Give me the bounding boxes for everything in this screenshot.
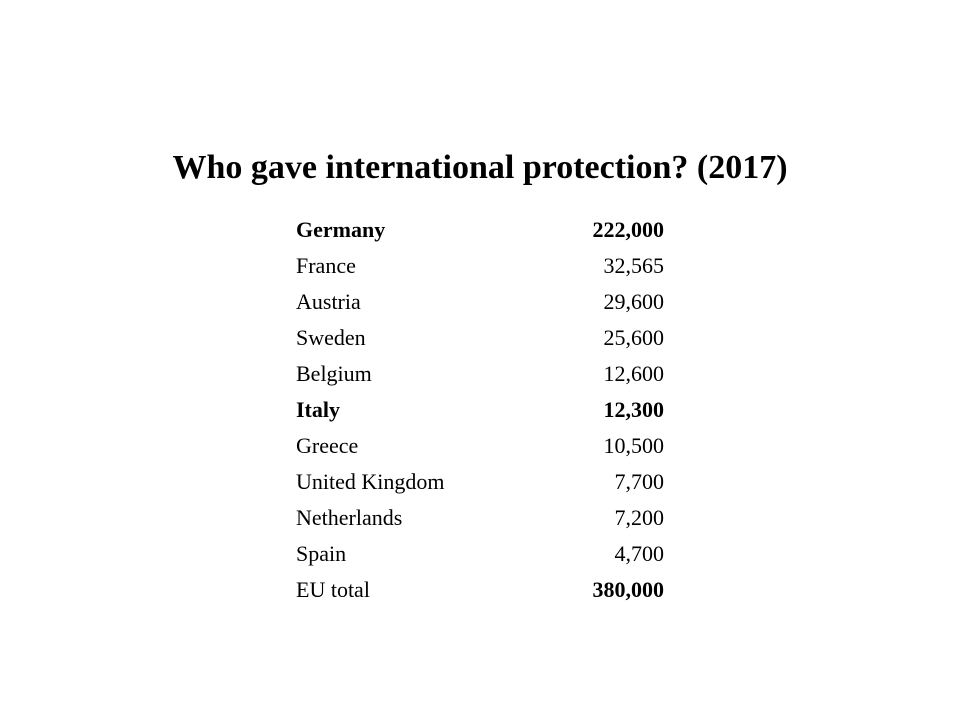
table-row: United Kingdom 7,700: [292, 464, 668, 500]
country-cell: Netherlands: [296, 505, 403, 530]
table-row: Germany 222,000: [292, 212, 668, 248]
country-cell: Italy: [296, 397, 340, 422]
table-row: Greece 10,500: [292, 428, 668, 464]
country-cell: Germany: [296, 217, 386, 242]
table-row: Austria 29,600: [292, 284, 668, 320]
value-cell: 25,600: [603, 325, 665, 350]
table-body: Germany 222,000 France 32,565 Austria 29,600 S…: [292, 212, 668, 608]
value-cell: 7,700: [614, 469, 665, 494]
country-cell: Greece: [296, 433, 359, 458]
protection-table: Germany 222,000 France 32,565 Austria 29,600 S…: [292, 212, 668, 608]
value-cell: 4,700: [614, 541, 665, 566]
value-cell: 222,000: [592, 217, 665, 242]
country-cell: Sweden: [296, 325, 366, 350]
value-cell: 29,600: [603, 289, 665, 314]
value-cell: 12,600: [603, 361, 665, 386]
value-cell: 7,200: [614, 505, 665, 530]
country-cell: Belgium: [296, 361, 372, 386]
table-row: Sweden 25,600: [292, 320, 668, 356]
slide-title: Who gave international protection? (2017…: [172, 149, 788, 186]
table-row: France 32,565: [292, 248, 668, 284]
country-cell: France: [296, 253, 356, 278]
country-cell: Spain: [296, 541, 347, 566]
value-cell: 10,500: [603, 433, 665, 458]
country-cell: Austria: [296, 289, 361, 314]
table-row: Spain 4,700: [292, 536, 668, 572]
value-cell: 12,300: [603, 397, 665, 422]
table-row: EU total 380,000: [292, 572, 668, 608]
value-cell: 32,565: [603, 253, 665, 278]
table-row: Italy 12,300: [292, 392, 668, 428]
table-row: Belgium 12,600: [292, 356, 668, 392]
country-cell: EU total: [296, 577, 370, 602]
country-cell: United Kingdom: [296, 469, 445, 494]
value-cell: 380,000: [592, 577, 665, 602]
table-row: Netherlands 7,200: [292, 500, 668, 536]
